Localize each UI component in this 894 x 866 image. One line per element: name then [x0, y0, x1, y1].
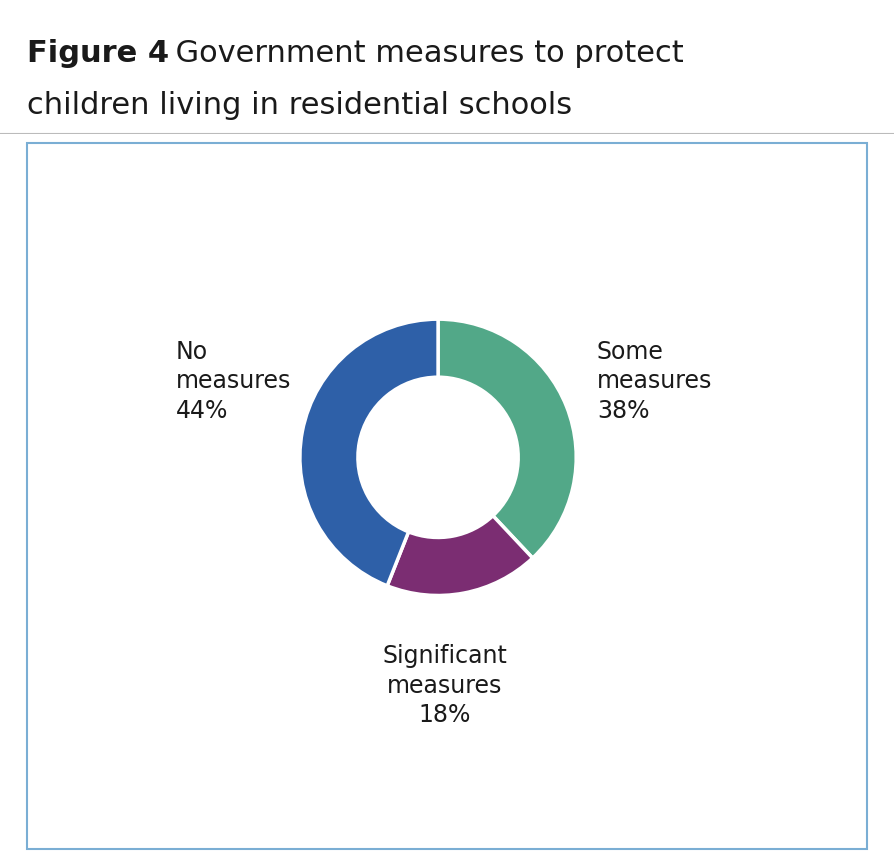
Text: Figure 4: Figure 4 — [27, 39, 169, 68]
Text: Government measures to protect: Government measures to protect — [156, 39, 684, 68]
FancyBboxPatch shape — [27, 143, 867, 849]
Wedge shape — [299, 320, 438, 585]
Text: children living in residential schools: children living in residential schools — [27, 91, 572, 120]
Wedge shape — [438, 320, 577, 558]
Text: Significant
measures
18%: Significant measures 18% — [383, 643, 508, 727]
Wedge shape — [387, 516, 533, 596]
Text: No
measures
44%: No measures 44% — [175, 339, 291, 423]
Text: Some
measures
38%: Some measures 38% — [597, 339, 713, 423]
